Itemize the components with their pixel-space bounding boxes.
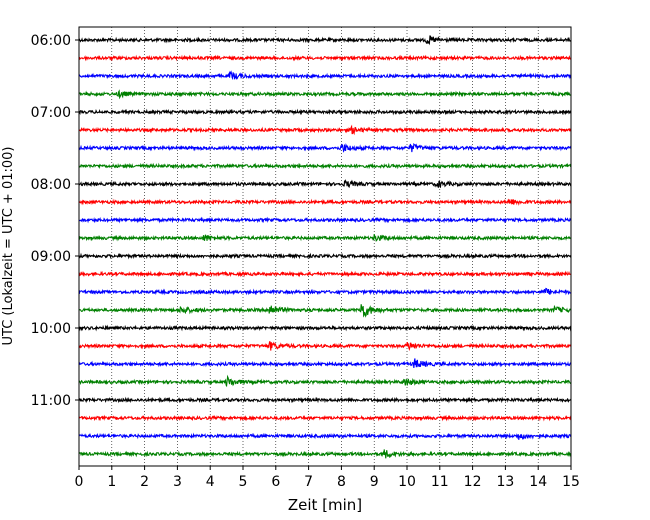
x-tick-label: 1 — [107, 474, 116, 490]
x-tick-label: 13 — [496, 474, 514, 490]
y-axis-ticks: 06:00 07:00 08:00 09:00 10:00 11:00 — [31, 33, 79, 409]
trace-1100 — [78, 396, 572, 404]
y-tick-label: 10:00 — [31, 321, 71, 337]
x-axis-ticks: 0 1 2 3 4 5 6 7 8 9 10 11 12 13 14 15 — [75, 466, 580, 490]
trace-0700 — [78, 108, 572, 116]
x-tick-label: 14 — [529, 474, 547, 490]
trace-1000 — [78, 324, 572, 332]
y-axis-label: UTC (Lokalzeit = UTC + 01:00) — [1, 147, 16, 346]
trace-0815 — [78, 198, 572, 206]
trace-1045 — [78, 374, 572, 388]
trace-0900 — [78, 252, 572, 260]
trace-0830 — [78, 216, 572, 224]
y-tick-label: 08:00 — [31, 177, 71, 193]
x-tick-label: 12 — [464, 474, 482, 490]
trace-0915 — [78, 270, 572, 278]
trace-1145 — [78, 449, 572, 459]
trace-1115 — [78, 414, 572, 422]
trace-0730 — [78, 142, 572, 153]
x-tick-label: 11 — [431, 474, 449, 490]
y-tick-label: 07:00 — [31, 105, 71, 121]
x-tick-label: 4 — [206, 474, 215, 490]
trace-1130 — [78, 432, 572, 440]
x-tick-label: 6 — [271, 474, 280, 490]
x-tick-label: 0 — [75, 474, 84, 490]
trace-0745 — [78, 162, 572, 170]
x-tick-label: 15 — [562, 474, 580, 490]
trace-0645 — [78, 89, 572, 100]
trace-0945 — [78, 304, 572, 318]
y-tick-label: 06:00 — [31, 33, 71, 49]
x-tick-label: 9 — [370, 474, 379, 490]
seismic-traces — [78, 35, 572, 459]
trace-0600 — [78, 35, 572, 46]
trace-0845 — [78, 233, 572, 242]
trace-1015 — [78, 341, 572, 351]
x-tick-label: 5 — [239, 474, 248, 490]
x-tick-label: 7 — [304, 474, 313, 490]
trace-0800 — [78, 178, 572, 189]
x-tick-label: 3 — [173, 474, 182, 490]
trace-0615 — [78, 54, 572, 62]
x-axis-label: Zeit [min] — [288, 496, 362, 514]
plot-frame — [78, 26, 572, 467]
x-tick-label: 10 — [398, 474, 416, 490]
x-tick-label: 2 — [140, 474, 149, 490]
trace-1030 — [78, 358, 572, 368]
x-tick-label: 8 — [337, 474, 346, 490]
grid-lines — [111, 27, 539, 466]
y-tick-label: 11:00 — [31, 393, 71, 409]
trace-0930 — [78, 287, 572, 296]
trace-0630 — [78, 70, 572, 81]
y-tick-label: 09:00 — [31, 249, 71, 265]
trace-0715 — [78, 124, 572, 136]
